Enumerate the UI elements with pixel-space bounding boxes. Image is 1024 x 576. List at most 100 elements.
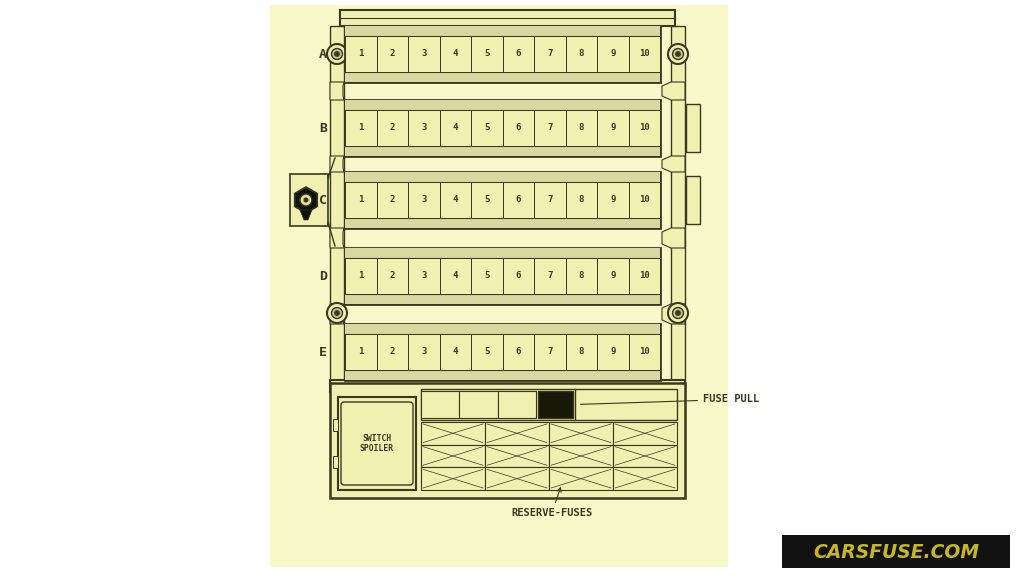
Circle shape [327, 303, 347, 323]
Circle shape [332, 308, 342, 319]
Text: 10: 10 [639, 195, 649, 204]
Text: 10: 10 [639, 271, 649, 281]
Text: 1: 1 [358, 271, 364, 281]
Bar [534, 110, 565, 146]
Text: 5: 5 [484, 123, 489, 132]
Text: CARSFUSE.COM: CARSFUSE.COM [813, 543, 979, 562]
Polygon shape [662, 228, 685, 248]
Text: 5: 5 [484, 50, 489, 59]
Text: 8: 8 [579, 271, 584, 281]
Bar [613, 467, 677, 490]
Bar [377, 258, 408, 294]
Bar [345, 100, 660, 110]
Text: 4: 4 [453, 50, 458, 59]
Text: 9: 9 [610, 50, 615, 59]
Bar [539, 391, 572, 418]
Text: 4: 4 [453, 271, 458, 281]
Bar [503, 110, 534, 146]
Text: B: B [319, 122, 327, 135]
Bar [471, 36, 503, 72]
Polygon shape [330, 82, 344, 100]
Bar [345, 248, 660, 258]
Text: 5: 5 [484, 347, 489, 357]
Bar [534, 182, 565, 218]
Bar [485, 445, 549, 467]
Circle shape [335, 51, 340, 56]
Bar [345, 146, 660, 156]
Bar [408, 110, 439, 146]
Circle shape [332, 48, 342, 59]
Bar [629, 258, 660, 294]
Bar [330, 380, 685, 392]
Bar [345, 172, 660, 182]
Text: FUSE PULL: FUSE PULL [581, 395, 759, 404]
Bar [421, 422, 485, 445]
Bar [629, 110, 660, 146]
Bar [345, 182, 377, 218]
Text: 7: 7 [547, 347, 552, 357]
Text: 3: 3 [421, 347, 426, 357]
Bar [439, 36, 471, 72]
Text: 10: 10 [639, 50, 649, 59]
Bar [471, 110, 503, 146]
Text: 2: 2 [389, 50, 395, 59]
Bar [629, 182, 660, 218]
Text: 6: 6 [515, 347, 521, 357]
Text: 1: 1 [358, 50, 364, 59]
Bar [345, 258, 377, 294]
Text: 3: 3 [421, 271, 426, 281]
Bar [330, 26, 344, 392]
Polygon shape [662, 82, 685, 100]
Bar [345, 294, 660, 304]
Bar [629, 36, 660, 72]
Text: 6: 6 [515, 50, 521, 59]
Bar [613, 445, 677, 467]
Text: 4: 4 [453, 347, 458, 357]
Bar [534, 36, 565, 72]
Bar [565, 110, 597, 146]
Text: 1: 1 [358, 347, 364, 357]
Bar [345, 100, 660, 156]
Bar [597, 110, 629, 146]
Bar [485, 422, 549, 445]
Bar [345, 26, 660, 36]
Bar [503, 258, 534, 294]
Bar [439, 110, 471, 146]
Bar [460, 391, 498, 418]
Bar [330, 383, 685, 498]
Polygon shape [330, 156, 344, 172]
Bar [471, 182, 503, 218]
Text: 7: 7 [547, 195, 552, 204]
Text: 6: 6 [515, 271, 521, 281]
Bar [333, 456, 338, 468]
Text: 3: 3 [421, 50, 426, 59]
Text: E: E [319, 346, 327, 358]
Bar [565, 36, 597, 72]
Text: 7: 7 [547, 50, 552, 59]
Text: 3: 3 [421, 123, 426, 132]
Text: 9: 9 [610, 347, 615, 357]
Bar [565, 258, 597, 294]
Bar [345, 324, 660, 334]
Circle shape [327, 44, 347, 64]
Bar [421, 445, 485, 467]
Circle shape [673, 308, 683, 319]
Bar [498, 391, 537, 418]
Text: 10: 10 [639, 123, 649, 132]
Circle shape [303, 198, 308, 203]
Circle shape [668, 303, 688, 323]
Text: 7: 7 [547, 123, 552, 132]
Text: 8: 8 [579, 50, 584, 59]
Circle shape [673, 48, 683, 59]
Bar [421, 389, 677, 420]
Bar [377, 36, 408, 72]
Bar [565, 182, 597, 218]
Polygon shape [662, 304, 685, 324]
Polygon shape [330, 304, 344, 324]
Bar [421, 467, 485, 490]
Bar [534, 258, 565, 294]
Circle shape [300, 194, 312, 206]
Bar [345, 324, 660, 380]
Polygon shape [300, 210, 312, 220]
Bar [345, 72, 660, 82]
